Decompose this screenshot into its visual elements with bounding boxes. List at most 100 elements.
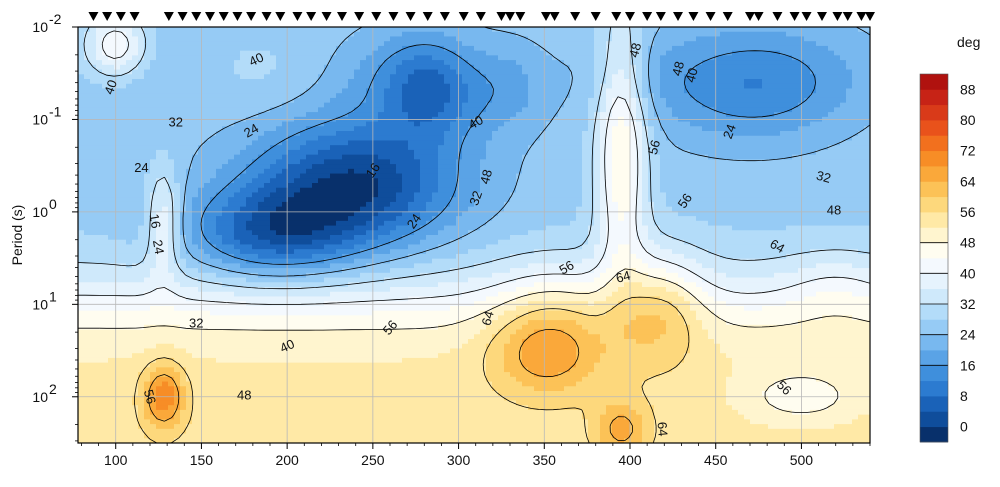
x-tick-label: 450 bbox=[704, 452, 728, 468]
contour-label: 64 bbox=[614, 267, 632, 285]
colorbar-swatch bbox=[920, 288, 948, 305]
colorbar-swatch bbox=[920, 273, 948, 290]
station-marker bbox=[590, 12, 601, 21]
colorbar-swatch bbox=[920, 426, 948, 443]
contour-label: 24 bbox=[134, 160, 148, 175]
station-marker bbox=[205, 12, 215, 21]
station-marker bbox=[817, 12, 827, 21]
y-axis-label: Period (s) bbox=[9, 205, 25, 266]
contour-label: 24 bbox=[150, 239, 167, 256]
contour-label: 32 bbox=[168, 115, 182, 130]
contour-line-24 bbox=[182, 27, 870, 277]
contour-label: 40 bbox=[466, 112, 486, 132]
y-tick-label: 10 bbox=[32, 19, 48, 35]
colorbar-swatch bbox=[920, 411, 948, 428]
contour-label: 56 bbox=[675, 191, 696, 211]
station-marker bbox=[789, 12, 800, 21]
station-marker bbox=[673, 12, 683, 21]
station-marker bbox=[232, 12, 243, 21]
contour-label: 32 bbox=[466, 189, 485, 208]
x-tick-label: 350 bbox=[533, 452, 557, 468]
station-marker bbox=[865, 12, 875, 21]
contour-label: 48 bbox=[626, 41, 644, 59]
colorbar-swatch bbox=[920, 166, 948, 182]
colorbar-swatch bbox=[920, 304, 948, 320]
colorbar-tick-label: 48 bbox=[960, 235, 976, 251]
contour-label: 24 bbox=[404, 211, 425, 231]
colorbar-tick-label: 88 bbox=[960, 81, 976, 97]
station-marker bbox=[458, 12, 469, 21]
y-tick-exponent: -1 bbox=[49, 103, 62, 119]
contour-label: 24 bbox=[241, 120, 261, 140]
station-marker bbox=[88, 12, 99, 21]
colorbar-tick-label: 32 bbox=[960, 296, 976, 312]
contour-label: 56 bbox=[645, 138, 663, 156]
colorbar-unit-label: deg bbox=[957, 34, 980, 50]
station-marker bbox=[177, 12, 188, 21]
plot-area bbox=[78, 27, 870, 443]
contour-label: 48 bbox=[827, 203, 841, 218]
colorbar-tick-label: 80 bbox=[960, 112, 976, 128]
contour-label: 32 bbox=[189, 315, 203, 330]
contour-lines bbox=[78, 27, 870, 443]
contour-label: 64 bbox=[654, 421, 670, 437]
station-marker bbox=[475, 12, 486, 21]
station-marker bbox=[439, 12, 450, 21]
x-axis: 100 150 200 250 300 350 400 450 500 bbox=[81, 443, 871, 468]
colorbar-swatch bbox=[920, 258, 948, 274]
station-marker bbox=[515, 12, 526, 21]
station-marker bbox=[541, 12, 551, 21]
colorbar-tick-label: 8 bbox=[960, 388, 968, 404]
colorbar-swatch bbox=[920, 181, 948, 198]
y-tick-label: 10 bbox=[32, 111, 48, 127]
y-tick-exponent: 0 bbox=[49, 196, 57, 212]
colorbar-tick-label: 72 bbox=[960, 143, 976, 159]
station-marker bbox=[611, 12, 622, 21]
colorbar-swatch bbox=[920, 89, 948, 106]
station-marker bbox=[842, 12, 853, 21]
colorbar-swatch bbox=[920, 196, 948, 213]
station-marker bbox=[306, 12, 317, 21]
contour-label: 64 bbox=[767, 236, 787, 256]
colorbar-swatch bbox=[920, 212, 948, 228]
station-marker bbox=[275, 12, 286, 21]
colorbar-tick-label: 24 bbox=[960, 327, 976, 343]
colorbar-swatch bbox=[920, 365, 948, 382]
station-marker bbox=[496, 12, 507, 21]
contour-line-32 bbox=[78, 27, 870, 290]
x-tick-label: 150 bbox=[190, 452, 214, 468]
y-tick-exponent: 1 bbox=[49, 288, 57, 304]
station-marker bbox=[856, 12, 867, 21]
station-marker bbox=[388, 12, 399, 21]
colorbar-swatch bbox=[920, 319, 948, 336]
x-tick-label: 300 bbox=[447, 452, 471, 468]
station-marker bbox=[371, 12, 382, 21]
colorbar-swatch bbox=[920, 150, 948, 167]
station-marker bbox=[422, 12, 433, 21]
station-marker bbox=[505, 12, 515, 21]
colorbar-tick-label: 0 bbox=[960, 419, 968, 435]
plot-frame bbox=[77, 26, 871, 444]
contour-line-64 bbox=[148, 329, 633, 441]
station-marker bbox=[246, 12, 257, 21]
colorbar-swatch bbox=[920, 104, 948, 121]
station-marker bbox=[129, 12, 140, 21]
y-tick-exponent: -2 bbox=[49, 11, 62, 27]
contour-label: 16 bbox=[363, 160, 384, 180]
contour-label: 64 bbox=[479, 309, 497, 327]
colorbar-swatch bbox=[920, 135, 948, 152]
contour-line-48 bbox=[78, 268, 870, 413]
station-marker bbox=[292, 12, 303, 21]
y-tick-label: 10 bbox=[32, 389, 48, 405]
colorbar-tick-label: 64 bbox=[960, 173, 976, 189]
station-marker bbox=[753, 12, 764, 21]
station-markers bbox=[88, 12, 875, 21]
station-marker bbox=[337, 12, 347, 21]
x-tick-label: 500 bbox=[790, 452, 814, 468]
colorbar-swatch bbox=[920, 74, 948, 90]
station-marker bbox=[772, 12, 783, 21]
station-marker bbox=[549, 12, 560, 21]
contour-label: 40 bbox=[247, 50, 266, 70]
x-tick-label: 100 bbox=[104, 452, 128, 468]
